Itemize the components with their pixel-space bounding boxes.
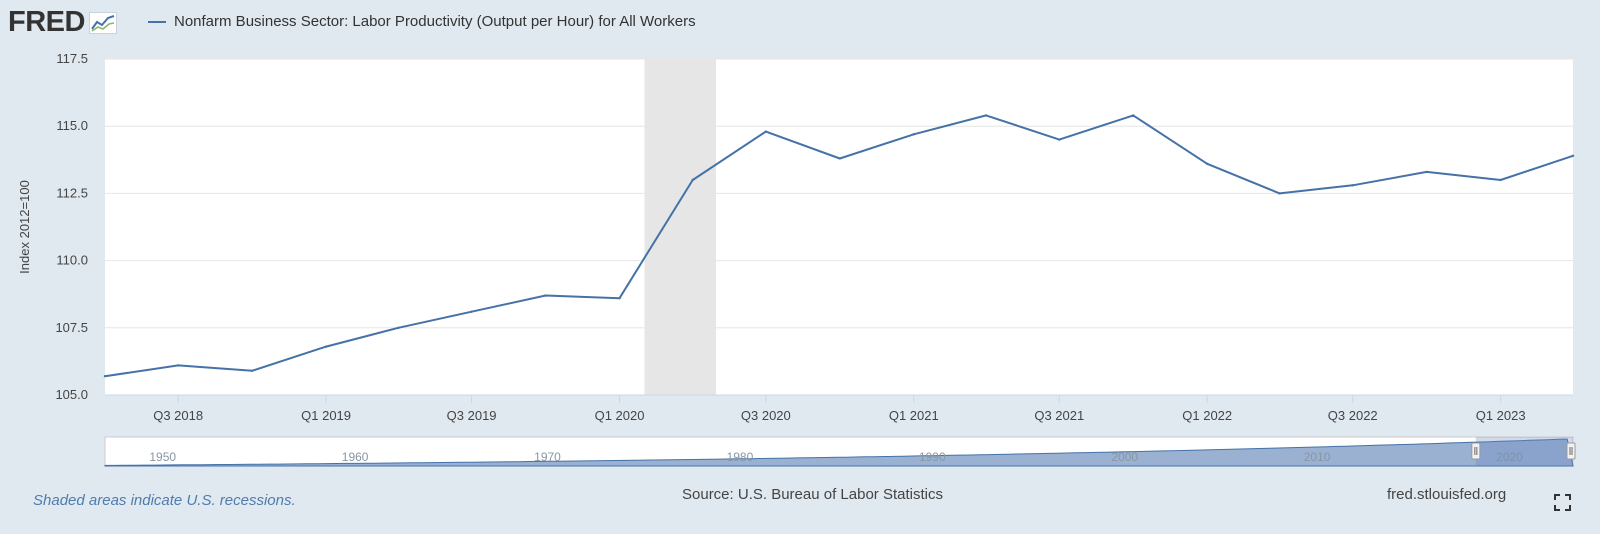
data-point[interactable] <box>1278 192 1281 195</box>
navigator-year-label: 2020 <box>1496 450 1523 464</box>
legend-series-swatch <box>148 20 166 23</box>
source-url-link[interactable]: fred.stlouisfed.org <box>1387 486 1507 503</box>
y-tick-label: 117.5 <box>56 51 88 66</box>
data-point[interactable] <box>984 114 988 117</box>
y-tick-label: 105.0 <box>55 387 88 402</box>
data-point[interactable] <box>324 345 328 348</box>
data-point[interactable] <box>838 157 842 160</box>
x-tick-label: Q3 2021 <box>1034 408 1084 423</box>
data-point[interactable] <box>1351 184 1354 187</box>
data-point[interactable] <box>1132 114 1135 117</box>
navigator-handle[interactable] <box>1471 442 1481 460</box>
navigator-handle[interactable] <box>1566 442 1576 460</box>
data-point[interactable] <box>1058 138 1061 141</box>
y-tick-label: 115.0 <box>56 118 88 133</box>
data-point[interactable] <box>1425 170 1428 174</box>
x-tick-label: Q3 2018 <box>153 408 203 423</box>
navigator-year-label: 1970 <box>534 450 561 464</box>
data-point[interactable] <box>618 297 621 300</box>
x-tick-label: Q1 2023 <box>1476 408 1526 423</box>
navigator-series <box>104 438 1574 467</box>
x-tick-label: Q3 2020 <box>741 408 791 423</box>
x-tick-label: Q1 2019 <box>301 408 351 423</box>
data-point[interactable] <box>176 364 180 367</box>
data-point[interactable] <box>250 369 254 373</box>
line-graph-icon <box>88 11 117 34</box>
legend-series-label: Nonfarm Business Sector: Labor Productiv… <box>174 13 696 30</box>
navigator-year-label: 2010 <box>1304 450 1331 464</box>
data-point[interactable] <box>470 310 473 313</box>
x-tick-label: Q1 2021 <box>889 408 939 423</box>
navigator-year-label: 1990 <box>919 450 946 464</box>
data-point[interactable] <box>691 178 694 182</box>
source-credit: Source: U.S. Bureau of Labor Statistics <box>682 486 943 503</box>
navigator-year-label: 2000 <box>1111 450 1138 464</box>
logo-text: FRED <box>8 6 85 38</box>
data-point[interactable] <box>1571 154 1575 157</box>
plot-area <box>105 59 1573 395</box>
x-tick-label: Q3 2019 <box>447 408 497 423</box>
y-axis-title: Index 2012=100 <box>17 180 32 274</box>
y-tick-label: 107.5 <box>55 320 88 335</box>
range-navigator[interactable]: 1950 1960 1970 1980 1990 2000 2010 2020 <box>104 436 1576 467</box>
y-tick-label: 110.0 <box>56 253 88 268</box>
recession-note: Shaded areas indicate U.S. recessions. <box>33 492 296 509</box>
chart-legend[interactable]: Nonfarm Business Sector: Labor Productiv… <box>148 13 696 30</box>
data-point[interactable] <box>912 133 915 136</box>
y-tick-label: 112.5 <box>56 185 88 200</box>
navigator-selection[interactable] <box>1475 437 1573 466</box>
data-point[interactable] <box>397 326 400 329</box>
fullscreen-icon <box>1554 494 1571 511</box>
navigator-year-label: 1980 <box>727 450 754 464</box>
data-point[interactable] <box>544 294 547 297</box>
data-point[interactable] <box>1499 178 1502 182</box>
navigator-year-label: 1960 <box>342 450 369 464</box>
navigator-year-label: 1950 <box>149 450 176 464</box>
data-point[interactable] <box>1206 162 1209 166</box>
fred-logo[interactable]: FRED <box>8 6 117 39</box>
fullscreen-button[interactable] <box>1554 494 1571 511</box>
x-tick-label: Q1 2020 <box>595 408 645 423</box>
data-point[interactable] <box>103 374 107 378</box>
recession-shade <box>644 59 716 395</box>
x-tick-label: Q3 2022 <box>1328 408 1378 423</box>
x-tick-label: Q1 2022 <box>1182 408 1232 423</box>
data-point[interactable] <box>764 130 768 133</box>
